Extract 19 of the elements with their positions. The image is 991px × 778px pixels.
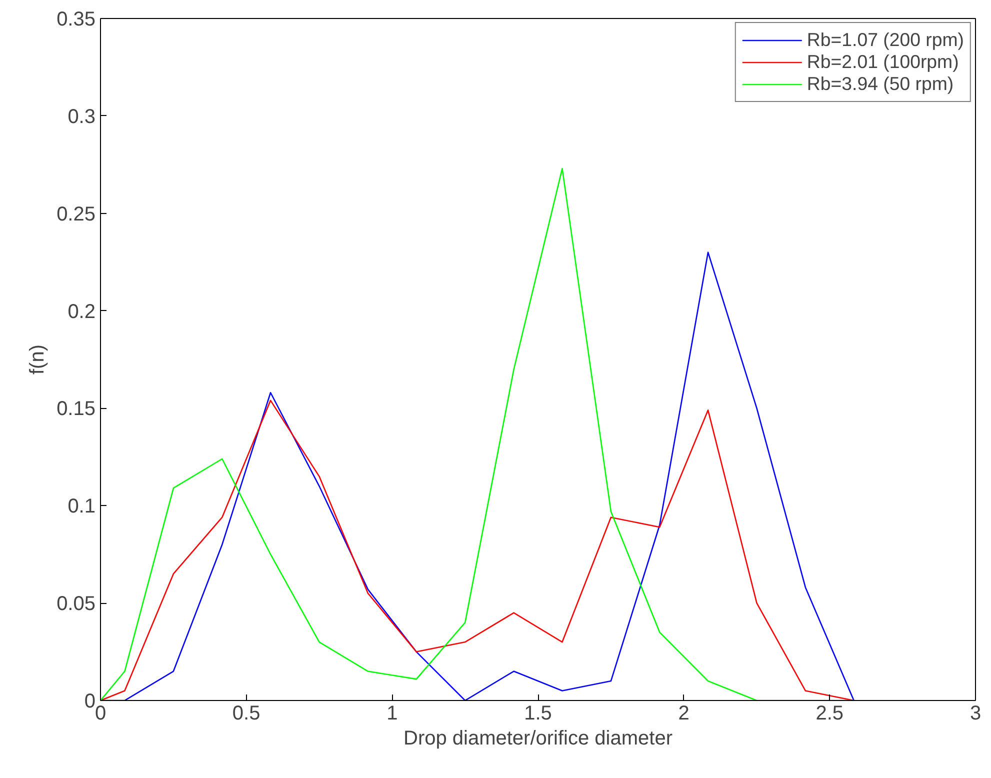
y-tick-label: 0.1 [68,496,96,518]
x-tick-label: 1.5 [524,702,552,724]
x-tick-label: 2 [678,702,690,724]
line-series [100,400,855,700]
x-axis-title: Drop diameter/orifice diameter [404,728,673,750]
y-tick-label: 0.2 [68,300,96,323]
y-tick-label: 0.3 [68,106,96,128]
legend-label: Rb=1.07 (200 rpm) [806,29,964,51]
x-tick-label: 2.5 [816,702,844,724]
y-axis-title: f(n) [26,344,49,374]
x-tick-label: 3 [970,702,982,724]
y-tick-label: 0.15 [56,398,96,420]
legend-label: Rb=2.01 (100rpm) [806,51,959,73]
x-tick-label: 1 [386,702,398,724]
y-tick-label: 0.05 [56,593,96,616]
y-tick-label: 0.35 [56,8,96,30]
legend-label: Rb=3.94 (50 rpm) [806,73,954,95]
y-tick-label: 0.25 [56,203,96,226]
x-tick-label: 0.5 [232,702,260,724]
